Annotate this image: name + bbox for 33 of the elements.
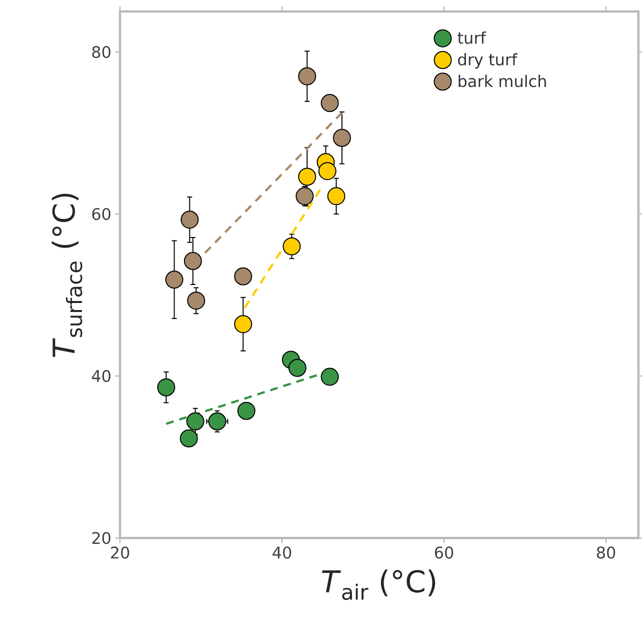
point (186, 412, 204, 430)
legend-label: dry turf (458, 53, 518, 69)
point (157, 378, 176, 396)
point (282, 237, 301, 256)
point (332, 128, 351, 147)
point (318, 162, 336, 180)
point (298, 67, 316, 86)
x-axis-title: T$_{air}$ (°C) (322, 569, 436, 600)
point (180, 210, 199, 229)
y-tick-label: 40 (92, 370, 110, 382)
point (288, 358, 306, 377)
y-tick-label: 20 (92, 532, 110, 544)
point (320, 94, 339, 112)
point (184, 252, 202, 270)
y-tick-label: 80 (92, 46, 110, 58)
x-tick-label: 20 (111, 546, 130, 559)
legend-label: turf (458, 31, 486, 44)
x-tick-label: 80 (596, 546, 616, 559)
x-tick-label: 40 (272, 546, 292, 559)
point (327, 187, 346, 206)
point (234, 267, 252, 286)
point (234, 315, 252, 334)
x-tick-label: 60 (434, 546, 454, 559)
point (165, 270, 184, 289)
y-axis-title: T$_{surface}$ (°C) (52, 194, 82, 358)
point (237, 402, 256, 420)
point (187, 292, 206, 310)
point (320, 368, 339, 386)
legend-label: bark mulch (458, 74, 546, 88)
point (208, 412, 226, 430)
point (180, 429, 198, 448)
point (298, 168, 316, 186)
y-tick-label: 60 (92, 208, 110, 220)
